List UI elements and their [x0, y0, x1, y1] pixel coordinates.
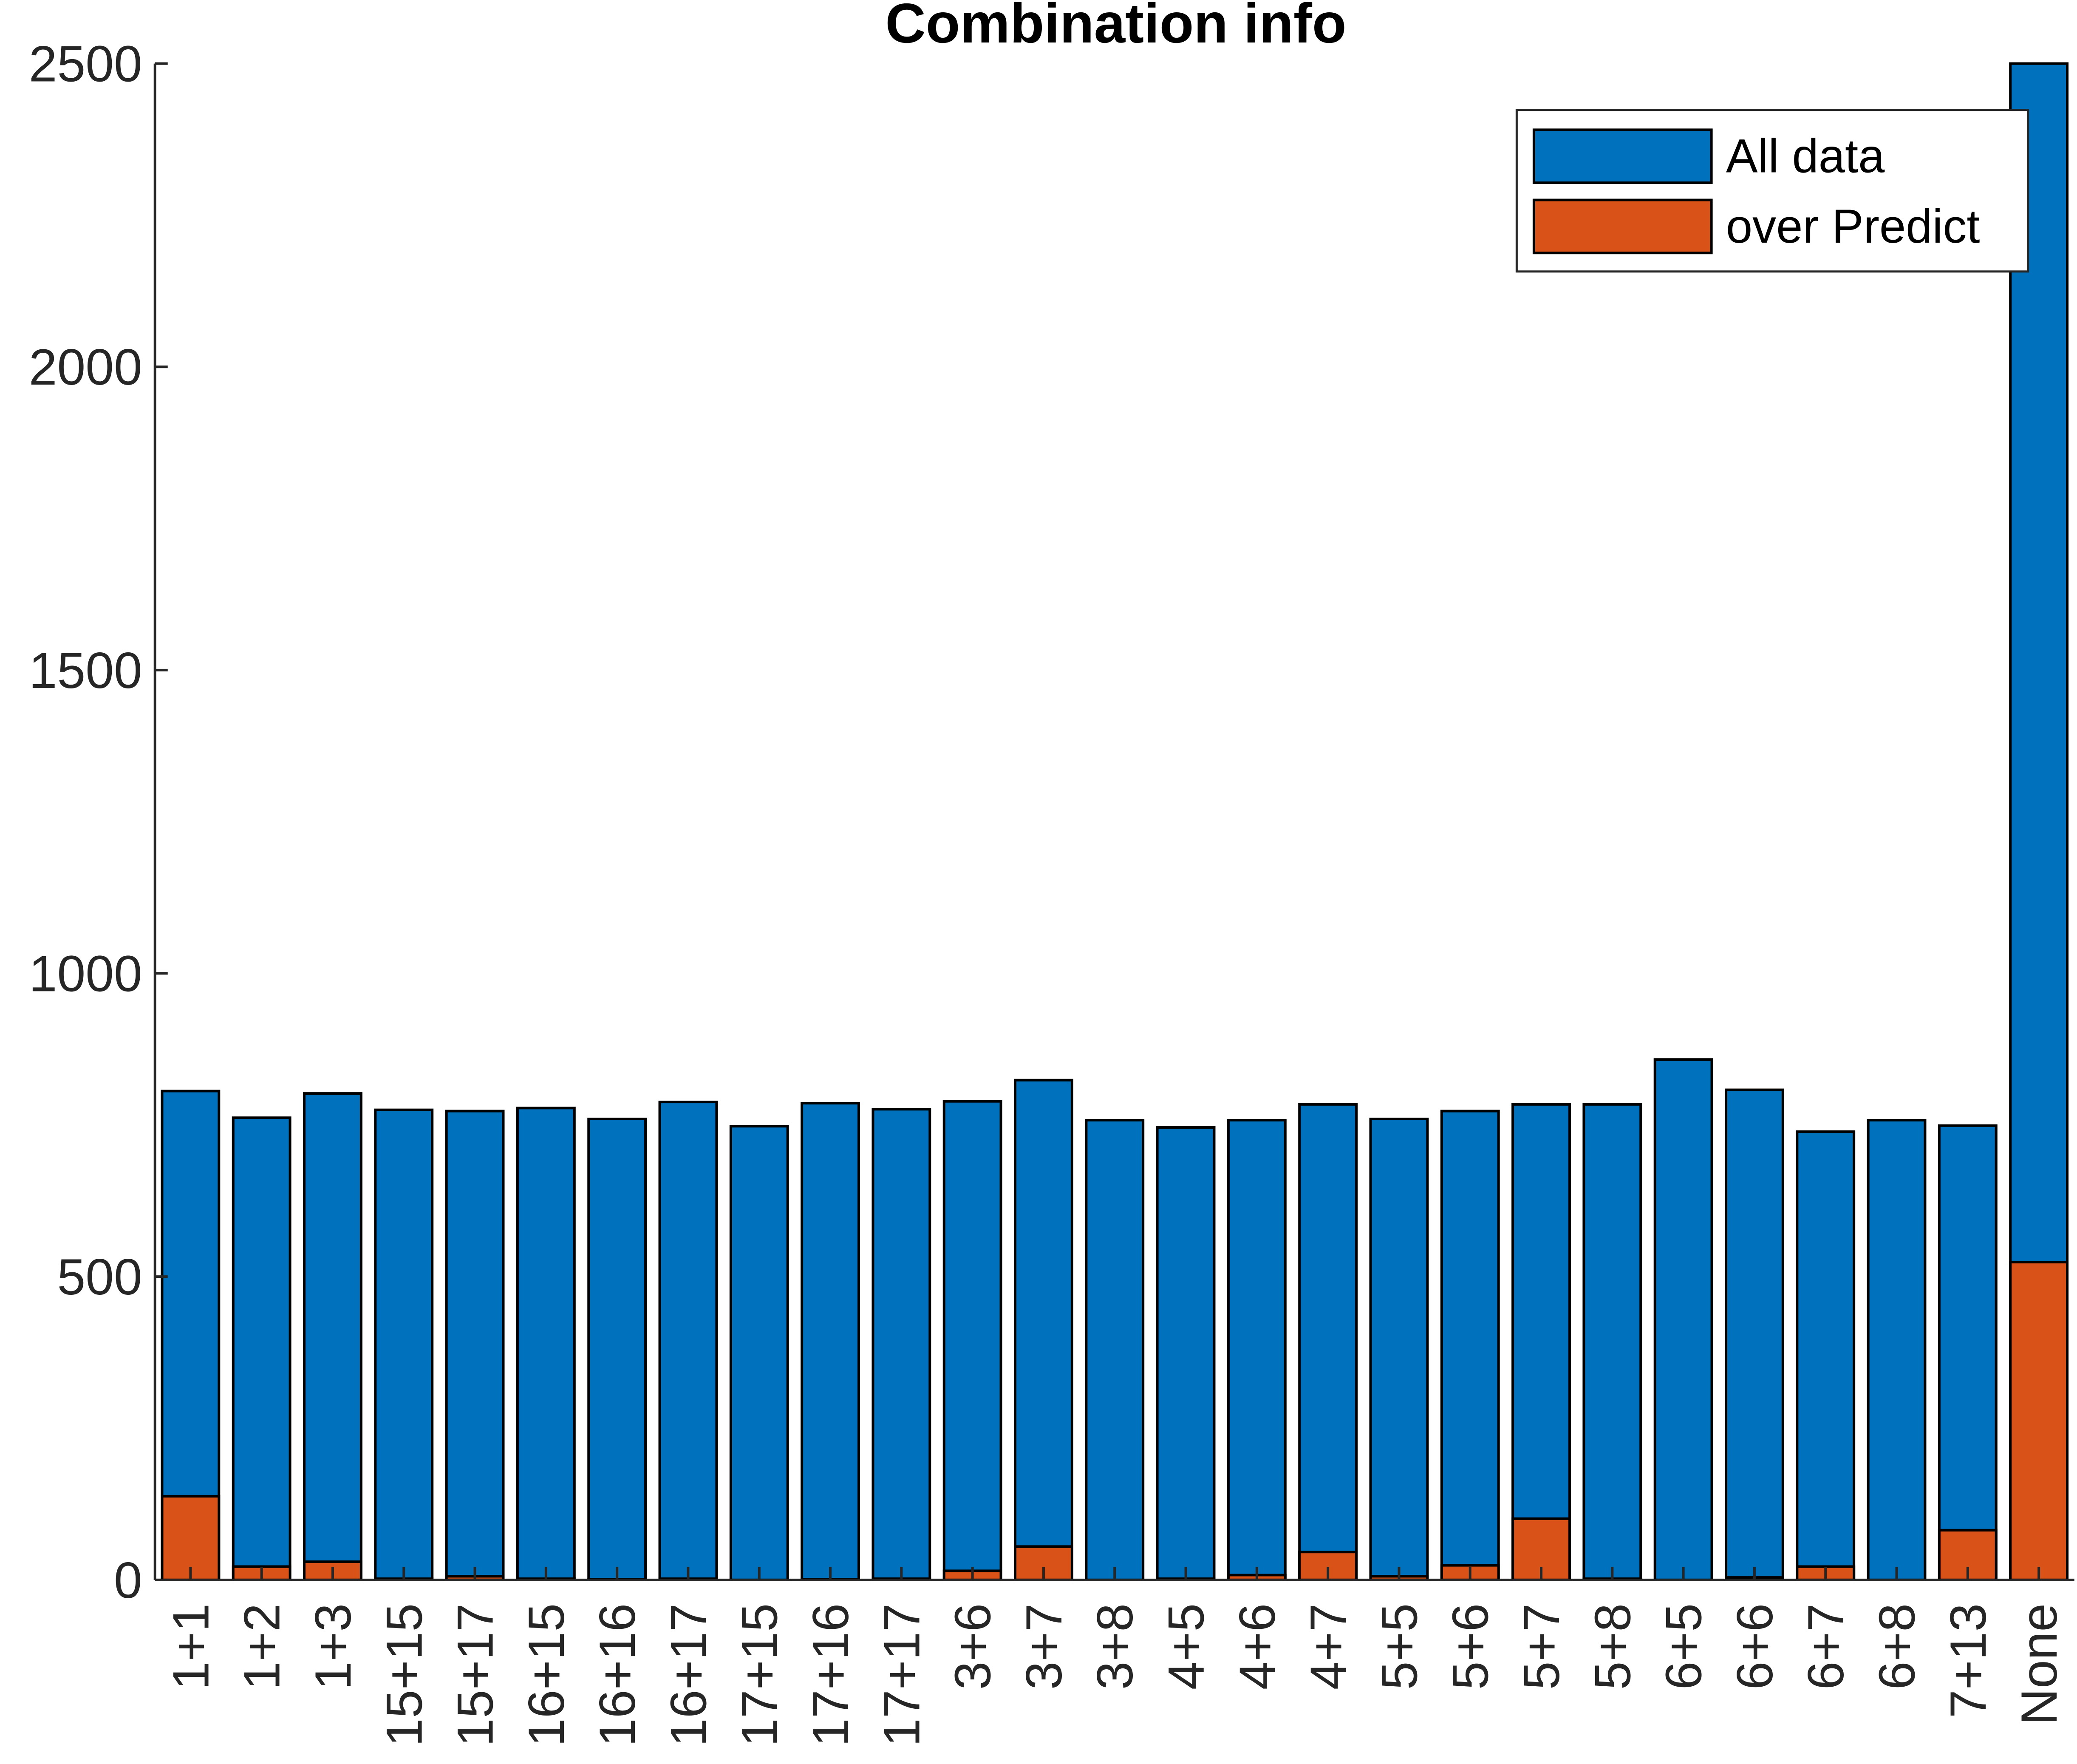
x-tick-label: 17+15: [731, 1603, 788, 1747]
bar-over-predict-None: [2009, 1260, 2069, 1581]
bar-all-data-17+17: [872, 1108, 931, 1581]
bar-all-data-15+15: [374, 1108, 434, 1581]
x-tick-label: 17+17: [873, 1603, 930, 1747]
bar-all-data-16+17: [658, 1101, 718, 1581]
x-tick-label: 6+5: [1655, 1603, 1712, 1690]
x-tick-label: 1+3: [305, 1603, 362, 1690]
y-tick-label: 500: [57, 1249, 142, 1305]
x-tick-label: 3+8: [1087, 1603, 1143, 1690]
x-tick-label: 6+6: [1726, 1603, 1783, 1690]
bar-all-data-1+3: [303, 1092, 362, 1581]
legend-swatch-over-predict: [1532, 198, 1713, 255]
y-tick-label: 1000: [29, 946, 142, 1002]
x-tick-label: 15+15: [376, 1603, 433, 1747]
legend-swatch-all-data: [1532, 128, 1713, 184]
all-data-bars: [161, 62, 2069, 1581]
bar-all-data-15+17: [445, 1110, 505, 1581]
x-tick-label: 3+6: [945, 1603, 1002, 1690]
bar-all-data-4+6: [1227, 1118, 1287, 1581]
x-tick-label: 6+8: [1869, 1603, 1926, 1690]
y-tick-label: 2500: [29, 36, 142, 93]
x-tick-label: 3+7: [1016, 1603, 1072, 1690]
bar-all-data-6+6: [1725, 1088, 1784, 1581]
x-tick-label: 4+5: [1158, 1603, 1215, 1690]
x-tick-label: 5+8: [1584, 1603, 1641, 1690]
bar-all-data-3+8: [1085, 1118, 1145, 1581]
x-tick-label: 7+13: [1940, 1603, 1997, 1718]
x-tick-label: 4+7: [1300, 1603, 1357, 1690]
x-tick-label: 1+2: [234, 1603, 291, 1690]
x-tick-label: None: [2011, 1603, 2068, 1725]
bar-all-data-5+8: [1582, 1103, 1642, 1581]
bar-all-data-5+5: [1369, 1118, 1429, 1581]
x-tick-label: 16+15: [518, 1603, 575, 1747]
bar-all-data-5+7: [1511, 1103, 1571, 1581]
bar-all-data-17+16: [801, 1101, 860, 1581]
x-tick-label: 15+17: [447, 1603, 504, 1747]
bar-all-data-4+7: [1298, 1103, 1358, 1581]
y-tick-label: 0: [114, 1552, 142, 1609]
bar-all-data-6+7: [1796, 1130, 1856, 1581]
x-tick-label: 5+6: [1442, 1603, 1499, 1690]
bar-all-data-6+5: [1653, 1058, 1713, 1581]
bar-all-data-1+2: [232, 1116, 291, 1581]
x-axis-ticks: 1+1 1+2 1+3 15+15 15+17 16+15 16+16 16+17 17+15 1…: [162, 1567, 2068, 1747]
x-tick-label: 16+17: [660, 1603, 717, 1747]
bar-all-data-17+15: [729, 1125, 789, 1581]
bar-all-data-6+8: [1867, 1118, 1927, 1581]
y-tick-label: 1500: [29, 642, 142, 699]
chart-title: Combination info: [885, 0, 1346, 54]
legend-label-over-predict: over Predict: [1726, 200, 1980, 253]
bar-all-data-16+16: [587, 1118, 647, 1581]
bar-all-data-7+13: [1938, 1124, 1998, 1581]
x-tick-label: 17+16: [802, 1603, 859, 1747]
x-tick-label: 5+7: [1513, 1603, 1570, 1690]
x-tick-label: 5+5: [1371, 1603, 1428, 1690]
bar-all-data-4+5: [1156, 1126, 1216, 1581]
bar-all-data-16+15: [516, 1107, 576, 1581]
legend: All data over Predict: [1515, 109, 2029, 273]
bar-all-data-3+7: [1014, 1079, 1073, 1581]
x-tick-label: 1+1: [162, 1603, 219, 1690]
bar-all-data-3+6: [942, 1100, 1002, 1581]
x-tick-label: 6+7: [1797, 1603, 1854, 1690]
x-tick-label: 4+6: [1229, 1603, 1286, 1690]
legend-label-all-data: All data: [1726, 130, 1885, 183]
bar-all-data-5+6: [1440, 1110, 1500, 1581]
y-axis-ticks: 0 500 1000 1500 2000 2500: [29, 36, 168, 1609]
x-tick-label: 16+16: [589, 1603, 646, 1747]
y-tick-label: 2000: [29, 339, 142, 396]
